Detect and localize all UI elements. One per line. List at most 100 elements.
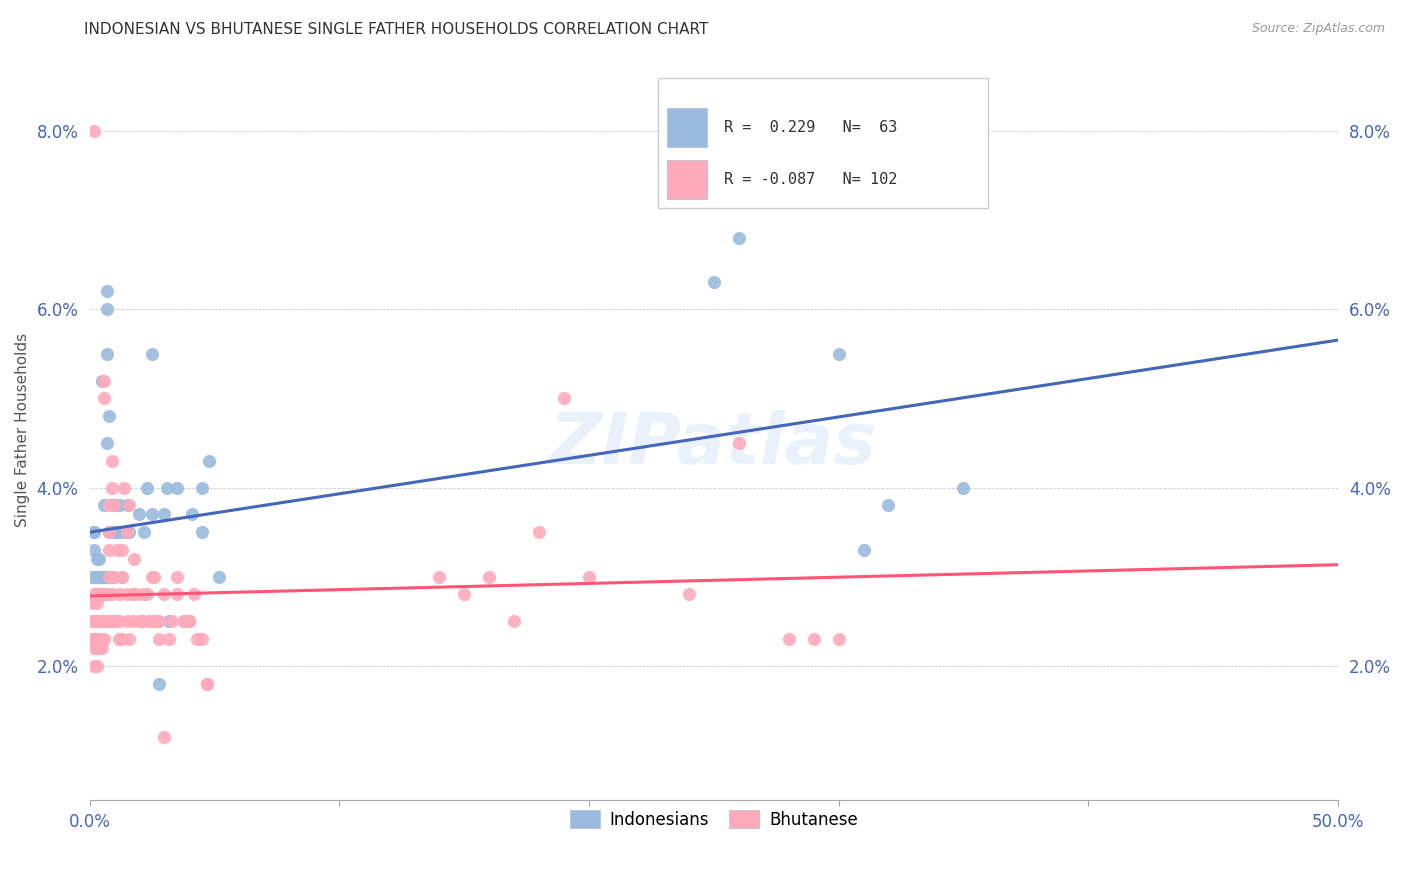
Point: [134, 525, 156, 540]
Point: [80, 596, 103, 610]
Point: [89, 614, 111, 628]
Point: [91, 614, 114, 628]
Point: [166, 481, 188, 495]
Point: [111, 569, 134, 583]
Point: [128, 614, 150, 628]
Point: [96, 587, 118, 601]
Text: ZIPatlas: ZIPatlas: [550, 409, 877, 479]
Point: [83, 632, 105, 646]
Text: Source: ZipAtlas.com: Source: ZipAtlas.com: [1251, 22, 1385, 36]
Text: R =  0.229   N=  63: R = 0.229 N= 63: [724, 120, 897, 135]
Point: [93, 499, 115, 513]
Point: [86, 658, 108, 673]
Point: [827, 632, 849, 646]
Point: [96, 614, 118, 628]
Point: [89, 569, 111, 583]
Point: [89, 640, 111, 655]
Point: [86, 596, 108, 610]
Point: [727, 436, 749, 450]
Point: [103, 525, 125, 540]
Point: [89, 587, 111, 601]
Text: INDONESIAN VS BHUTANESE SINGLE FATHER HOUSEHOLDS CORRELATION CHART: INDONESIAN VS BHUTANESE SINGLE FATHER HO…: [84, 22, 709, 37]
Point: [108, 632, 131, 646]
Point: [166, 587, 188, 601]
Point: [453, 587, 475, 601]
FancyBboxPatch shape: [658, 78, 988, 208]
Point: [198, 454, 221, 468]
Point: [101, 569, 124, 583]
Point: [91, 587, 114, 601]
Point: [141, 347, 163, 361]
FancyBboxPatch shape: [668, 108, 707, 146]
Point: [89, 587, 111, 601]
Point: [803, 632, 825, 646]
Point: [98, 499, 121, 513]
Point: [101, 481, 124, 495]
Point: [98, 525, 121, 540]
Point: [124, 551, 146, 566]
Point: [179, 614, 201, 628]
Point: [503, 614, 526, 628]
Point: [93, 614, 115, 628]
Point: [141, 569, 163, 583]
Point: [141, 614, 163, 628]
Point: [727, 231, 749, 245]
Point: [208, 569, 231, 583]
Point: [179, 614, 201, 628]
Point: [89, 632, 111, 646]
Point: [183, 587, 205, 601]
Point: [553, 392, 575, 406]
Point: [173, 614, 195, 628]
Point: [103, 525, 125, 540]
Point: [105, 525, 128, 540]
Point: [115, 525, 138, 540]
Point: [111, 632, 134, 646]
Point: [98, 614, 121, 628]
Point: [98, 409, 121, 424]
Point: [86, 587, 108, 601]
Point: [118, 499, 141, 513]
Point: [89, 569, 111, 583]
Point: [114, 481, 136, 495]
Point: [478, 569, 501, 583]
Point: [86, 569, 108, 583]
Point: [108, 614, 131, 628]
Point: [173, 614, 195, 628]
Point: [96, 587, 118, 601]
Point: [180, 508, 202, 522]
Point: [96, 347, 118, 361]
Point: [135, 481, 157, 495]
Legend: Indonesians, Bhutanese: Indonesians, Bhutanese: [562, 804, 865, 836]
Point: [86, 632, 108, 646]
Point: [93, 587, 115, 601]
Point: [103, 614, 125, 628]
Point: [179, 614, 201, 628]
Point: [101, 587, 124, 601]
Point: [83, 542, 105, 557]
Point: [156, 481, 179, 495]
Point: [83, 614, 105, 628]
Point: [83, 658, 105, 673]
FancyBboxPatch shape: [668, 160, 707, 199]
Point: [131, 614, 153, 628]
Point: [153, 587, 176, 601]
Point: [703, 276, 725, 290]
Point: [111, 569, 134, 583]
Point: [877, 499, 900, 513]
Point: [578, 569, 600, 583]
Point: [105, 542, 128, 557]
Point: [91, 632, 114, 646]
Point: [135, 587, 157, 601]
Point: [952, 481, 974, 495]
Point: [124, 587, 146, 601]
Point: [124, 587, 146, 601]
Point: [91, 374, 114, 388]
Point: [678, 587, 700, 601]
Point: [195, 676, 218, 690]
Point: [101, 454, 124, 468]
Point: [118, 525, 141, 540]
Point: [83, 525, 105, 540]
Point: [91, 569, 114, 583]
Point: [103, 614, 125, 628]
Point: [191, 525, 214, 540]
